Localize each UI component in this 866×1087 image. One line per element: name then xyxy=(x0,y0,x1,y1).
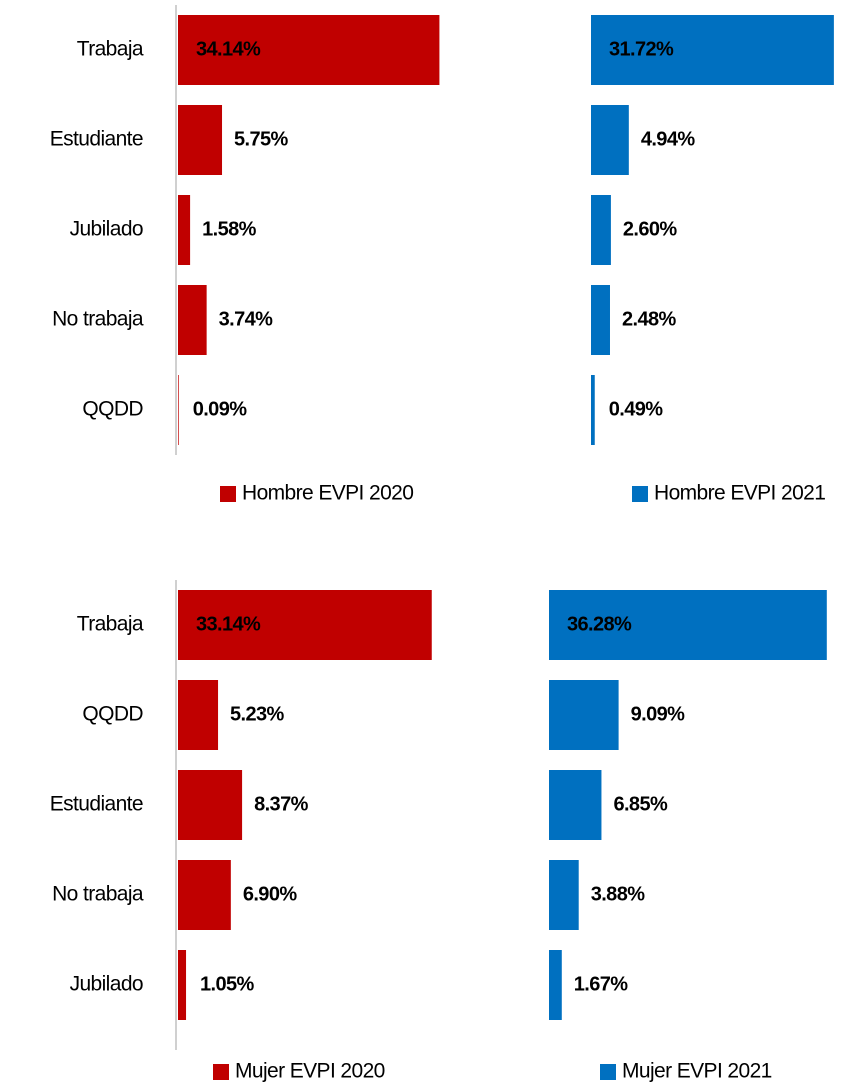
value-label: 1.67% xyxy=(574,973,629,995)
category-label: Trabaja xyxy=(77,613,144,636)
legend-label: Hombre EVPI 2021 xyxy=(654,482,825,505)
legend-swatch xyxy=(220,486,236,502)
category-label: Jubilado xyxy=(70,218,143,241)
bar xyxy=(178,680,219,750)
bar xyxy=(549,680,619,750)
category-label: QQDD xyxy=(82,398,143,421)
category-label: QQDD xyxy=(82,703,143,726)
bar xyxy=(549,950,562,1020)
bar xyxy=(178,285,207,355)
value-label: 0.09% xyxy=(193,398,248,420)
value-label: 8.37% xyxy=(254,793,309,815)
category-label: Estudiante xyxy=(50,793,143,816)
value-label: 3.74% xyxy=(219,308,274,330)
value-label: 2.48% xyxy=(622,308,677,330)
bar xyxy=(178,375,179,445)
category-label: Trabaja xyxy=(77,38,144,61)
bar xyxy=(178,860,231,930)
value-label: 1.58% xyxy=(202,218,257,240)
bar xyxy=(178,15,440,85)
bar xyxy=(591,15,834,85)
value-label: 9.09% xyxy=(631,703,686,725)
category-label: No trabaja xyxy=(52,308,144,331)
category-label: Jubilado xyxy=(70,973,143,996)
value-label: 6.85% xyxy=(613,793,668,815)
value-label: 36.28% xyxy=(567,613,632,635)
value-label: 1.05% xyxy=(200,973,255,995)
bar xyxy=(178,105,223,175)
value-label: 4.94% xyxy=(641,128,696,150)
bar xyxy=(178,590,432,660)
bar xyxy=(591,375,595,445)
bar xyxy=(549,590,827,660)
legend-swatch xyxy=(213,1064,229,1080)
bar xyxy=(591,195,611,265)
bar xyxy=(591,105,629,175)
category-label: No trabaja xyxy=(52,883,144,906)
legend-label: Mujer EVPI 2020 xyxy=(235,1060,385,1083)
legend-swatch xyxy=(600,1064,616,1080)
value-label: 31.72% xyxy=(609,38,674,60)
bar xyxy=(178,950,187,1020)
bar xyxy=(549,770,602,840)
category-label: Estudiante xyxy=(50,128,143,151)
legend-label: Hombre EVPI 2020 xyxy=(242,482,413,505)
value-label: 34.14% xyxy=(196,38,261,60)
value-label: 2.60% xyxy=(623,218,678,240)
value-label: 6.90% xyxy=(243,883,298,905)
bar xyxy=(178,770,243,840)
value-label: 0.49% xyxy=(609,398,664,420)
bar xyxy=(178,195,191,265)
value-label: 5.75% xyxy=(234,128,289,150)
value-label: 3.88% xyxy=(591,883,646,905)
legend-swatch xyxy=(632,486,648,502)
bar xyxy=(591,285,610,355)
value-label: 5.23% xyxy=(230,703,285,725)
legend-label: Mujer EVPI 2021 xyxy=(622,1060,772,1083)
value-label: 33.14% xyxy=(196,613,261,635)
bar xyxy=(549,860,579,930)
